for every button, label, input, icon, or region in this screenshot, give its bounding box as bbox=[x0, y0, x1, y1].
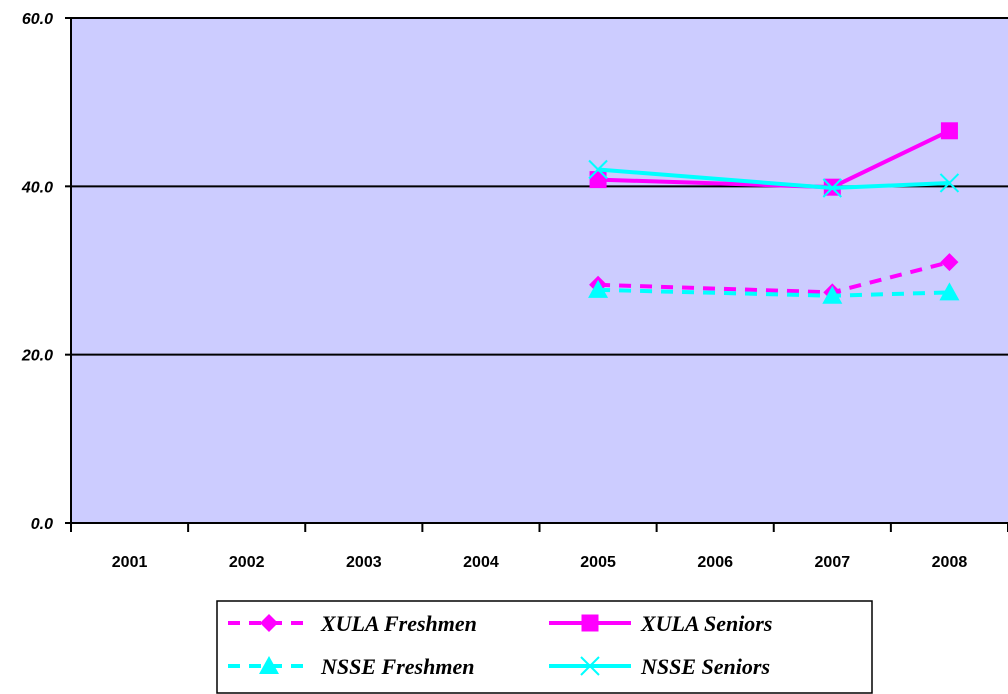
data-point bbox=[822, 285, 843, 304]
y-tick-label: 20.0 bbox=[21, 348, 53, 365]
y-tick-label: 40.0 bbox=[21, 179, 53, 196]
legend-box bbox=[216, 600, 873, 694]
data-point bbox=[822, 178, 843, 198]
legend-item: NSSE Seniors bbox=[549, 654, 770, 679]
series-nsse-seniors bbox=[588, 159, 960, 198]
legend-label: NSSE Seniors bbox=[640, 654, 770, 679]
legend-label: NSSE Freshmen bbox=[320, 654, 474, 679]
data-point bbox=[940, 122, 958, 140]
y-tick-label: 60.0 bbox=[22, 11, 53, 28]
plot-area bbox=[71, 18, 1008, 523]
y-tick-label: 0.0 bbox=[31, 516, 53, 533]
legend-marker bbox=[581, 614, 599, 632]
legend-item: XULA Freshmen bbox=[228, 611, 477, 636]
legend-marker bbox=[580, 656, 600, 676]
data-point bbox=[940, 253, 959, 272]
series-lines bbox=[588, 122, 960, 304]
legend-label: XULA Freshmen bbox=[320, 611, 477, 636]
x-tick-label: 2001 bbox=[112, 554, 148, 571]
legend: XULA Freshmen XULA Seniors NSSE Freshmen NS… bbox=[216, 600, 873, 694]
data-point bbox=[589, 171, 607, 189]
x-tick-label: 2003 bbox=[346, 554, 382, 571]
y-tick-labels: 0.0 20.0 40.0 60.0 bbox=[21, 11, 71, 533]
x-tick-label: 2006 bbox=[697, 554, 733, 571]
data-point bbox=[588, 279, 609, 298]
legend-item: NSSE Freshmen bbox=[228, 654, 474, 679]
data-point bbox=[939, 282, 960, 301]
x-tick-labels: 2001 2002 2003 2004 2005 2006 2007 2008 bbox=[70, 523, 1008, 571]
legend-item: XULA Seniors bbox=[549, 611, 772, 636]
x-tick-label: 2007 bbox=[815, 554, 851, 571]
data-point bbox=[588, 159, 608, 180]
x-tick-label: 2005 bbox=[580, 554, 616, 571]
data-point bbox=[939, 173, 960, 193]
legend-marker bbox=[260, 614, 278, 632]
legend-label: XULA Seniors bbox=[640, 611, 772, 636]
series-nsse-freshmen bbox=[588, 279, 960, 304]
x-tick-label: 2008 bbox=[932, 554, 968, 571]
legend-marker bbox=[259, 656, 279, 674]
x-tick-label: 2002 bbox=[229, 554, 265, 571]
x-tick-label: 2004 bbox=[463, 554, 499, 571]
